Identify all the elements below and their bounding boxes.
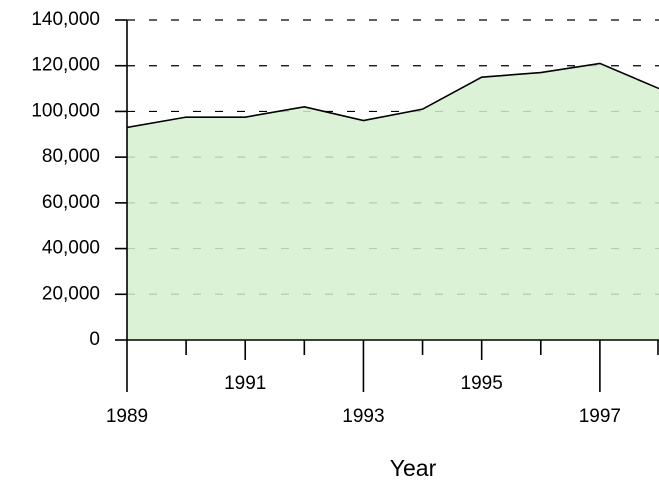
y-tick-label: 60,000 <box>42 192 100 213</box>
area <box>127 63 659 341</box>
y-tick-label: 80,000 <box>42 146 100 167</box>
y-tick-label: 140,000 <box>31 9 100 30</box>
x-tick-label: 1995 <box>461 373 503 394</box>
x-tick-label: 1997 <box>579 406 621 427</box>
x-tick-label: 1991 <box>224 373 266 394</box>
y-tick-label: 120,000 <box>31 55 100 76</box>
x-tick-label: 1993 <box>342 406 384 427</box>
x-tick-label: 1989 <box>106 406 148 427</box>
y-tick-label: 0 <box>89 329 100 350</box>
y-tick-label: 40,000 <box>42 238 100 259</box>
y-tick-label: 100,000 <box>31 100 100 121</box>
line <box>126 62 659 129</box>
x-axis-title: Year <box>390 455 437 481</box>
y-tick-label: 20,000 <box>42 283 100 304</box>
